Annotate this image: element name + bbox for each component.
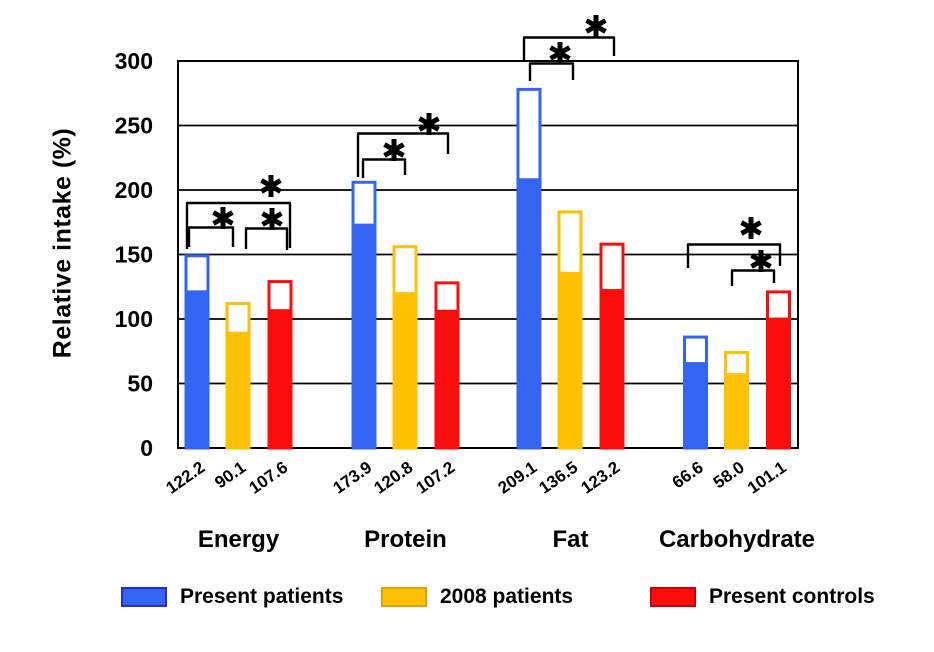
significance-bracket-energy-1 — [244, 227, 289, 250]
significance-asterisk-carbohydrate-8 — [750, 250, 772, 272]
bar-energy-present-controls — [269, 309, 291, 448]
significance-asterisk-protein-4 — [418, 113, 440, 135]
bar-outline-energy-present-controls — [267, 280, 293, 450]
bar-energy-present-patients — [186, 290, 208, 448]
legend-label-2008-patients: 2008 patients — [440, 585, 574, 608]
category-label-fat: Fat — [553, 526, 589, 553]
bar-value-label-90.1: 90.1 — [211, 458, 249, 493]
significance-asterisk-carbohydrate-7 — [740, 217, 762, 239]
significance-bracket-fat-5 — [528, 62, 575, 81]
significance-asterisk-energy-2 — [260, 175, 282, 197]
y-axis-title: Relative intake (%) — [48, 127, 77, 359]
bar-value-label-107.2: 107.2 — [413, 458, 459, 498]
legend-swatch-2008-patients — [381, 587, 427, 607]
legend-label-present-patients: Present patients — [180, 585, 344, 608]
legend-swatch-present-controls — [650, 587, 696, 607]
y-tick-label-0: 0 — [140, 435, 153, 461]
y-tick-label-200: 200 — [115, 177, 153, 203]
plot-border — [177, 60, 799, 449]
bar-value-label-123.2: 123.2 — [578, 458, 624, 498]
significance-bracket-energy-0 — [187, 226, 235, 247]
y-tick-label-150: 150 — [115, 242, 153, 268]
legend-item-2008-patients: 2008 patients — [381, 584, 573, 610]
bar-outline-energy-present-patients — [184, 254, 210, 450]
significance-asterisk-fat-5 — [549, 42, 571, 64]
significance-asterisk-energy-0 — [212, 207, 234, 229]
y-tick-label-50: 50 — [127, 371, 153, 397]
bar-carbohydrate-present-patients — [684, 362, 707, 448]
bar-outline-fat-2008-patients — [557, 210, 583, 450]
significance-bracket-protein-3 — [361, 158, 407, 178]
y-tick-label-300: 300 — [115, 48, 153, 74]
bar-value-label-66.6: 66.6 — [669, 458, 707, 493]
significance-bracket-fat-6 — [522, 36, 616, 60]
bar-fat-present-controls — [601, 289, 623, 448]
legend-swatch-present-patients — [121, 587, 167, 607]
bar-outline-protein-present-patients — [351, 180, 377, 450]
legend-label-present-controls: Present controls — [709, 585, 875, 608]
y-tick-label-100: 100 — [115, 306, 153, 332]
significance-asterisk-protein-3 — [383, 139, 405, 161]
bar-value-label-173.9: 173.9 — [330, 458, 376, 498]
bar-carbohydrate-2008-patients — [725, 373, 748, 448]
bar-carbohydrate-present-controls — [767, 317, 790, 448]
bar-outline-carbohydrate-present-patients — [683, 335, 708, 450]
bar-protein-present-patients — [353, 223, 375, 448]
category-label-energy: Energy — [198, 526, 280, 553]
y-tick-label-250: 250 — [115, 113, 153, 139]
category-label-protein: Protein — [364, 526, 447, 553]
significance-bracket-protein-4 — [356, 132, 450, 177]
significance-bracket-carbohydrate-7 — [686, 243, 782, 268]
bar-outline-energy-2008-patients — [225, 302, 251, 450]
bar-protein-2008-patients — [394, 292, 416, 448]
significance-asterisk-energy-1 — [261, 208, 283, 230]
significance-bracket-carbohydrate-8 — [730, 269, 776, 286]
bar-outline-protein-2008-patients — [392, 245, 418, 450]
bar-value-label-136.5: 136.5 — [536, 458, 582, 498]
bar-value-label-101.1: 101.1 — [744, 458, 790, 498]
bar-value-label-58.0: 58.0 — [710, 458, 748, 493]
bar-protein-present-controls — [436, 309, 458, 448]
bar-outline-carbohydrate-2008-patients — [724, 351, 749, 450]
bar-outline-fat-present-patients — [516, 87, 542, 450]
bar-value-label-107.6: 107.6 — [246, 458, 292, 498]
bar-outline-carbohydrate-present-controls — [766, 290, 791, 450]
bar-outline-fat-present-controls — [599, 242, 625, 450]
legend-item-present-controls: Present controls — [650, 584, 875, 610]
significance-asterisk-fat-6 — [585, 15, 607, 37]
bar-fat-2008-patients — [559, 271, 581, 448]
category-label-carbohydrate: Carbohydrate — [659, 526, 815, 553]
legend-item-present-patients: Present patients — [121, 584, 343, 610]
bar-value-label-120.8: 120.8 — [371, 458, 417, 498]
bar-energy-2008-patients — [227, 331, 249, 448]
significance-bracket-energy-2 — [185, 201, 292, 249]
bar-fat-present-patients — [518, 178, 540, 449]
bar-outline-protein-present-controls — [434, 281, 460, 450]
bar-value-label-122.2: 122.2 — [163, 458, 209, 498]
bar-value-label-209.1: 209.1 — [495, 458, 541, 498]
